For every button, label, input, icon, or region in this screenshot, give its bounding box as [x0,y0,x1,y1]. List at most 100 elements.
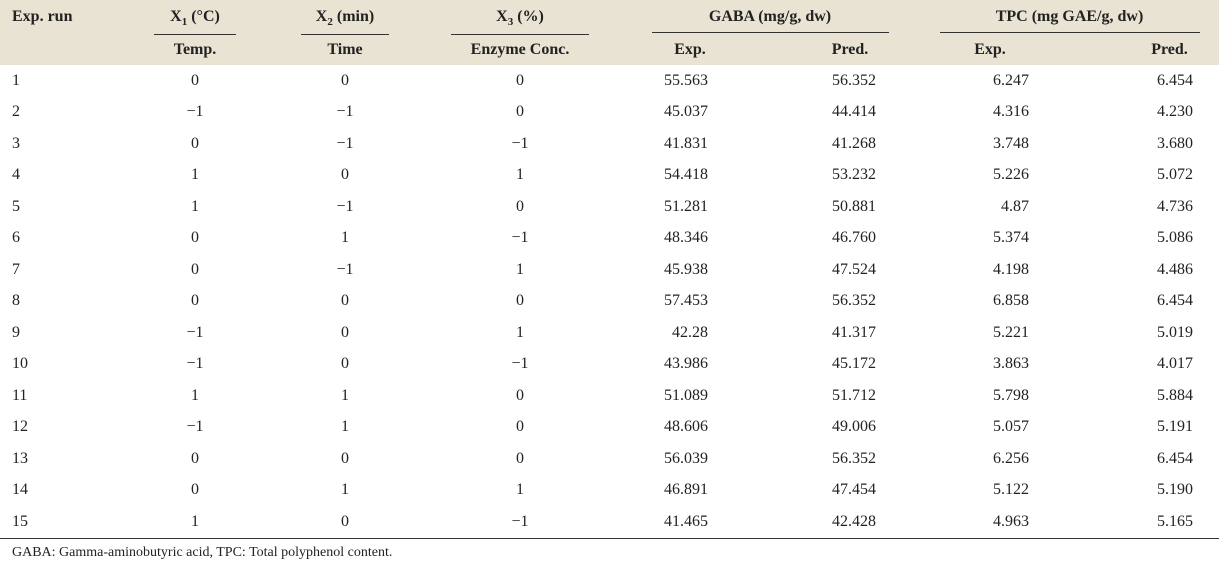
table-cell: 5.191 [1157,418,1193,436]
table-cell: 41.465 [620,506,770,539]
table-cell: 6 [12,229,20,247]
table-cell: 5.122 [993,481,1029,499]
table-cell: −1 [511,355,529,373]
table-cell: 3.680 [1157,134,1193,152]
column-subheader: Time [327,41,363,59]
table-cell: 6.858 [993,292,1029,310]
table-cell: −1 [511,134,529,152]
group-title: X1 (°C) [154,8,236,36]
table-cell: 54.418 [664,166,708,184]
footnote: GABA: Gamma-aminobutyric acid, TPC: Tota… [12,544,393,560]
table-cell: 5.086 [1157,229,1193,247]
table-cell: 50.881 [832,197,876,215]
column-header: X3 (%) [420,0,620,36]
table-cell: 1 [191,386,199,404]
data-table: Exp. run X1 (°C) X2 (min) X3 (%) GABA (mg/g, dw… [0,0,1219,539]
table-cell: 41.831 [664,134,708,152]
column-header: Exp. run [12,8,73,25]
table-cell: 5.374 [993,229,1029,247]
table-cell: 11 [12,386,28,404]
table-cell: 5.072 [1157,166,1193,184]
variable-symbol: X [496,8,508,25]
table-cell: 0 [341,166,349,184]
header-row: Temp. Time Enzyme Conc. Exp. Pred. Exp. Pred. [0,35,1219,66]
column-header: X1 (°C) [120,0,270,36]
table-cell: 47.454 [832,481,876,499]
table-cell: 5.057 [993,418,1029,436]
table-cell: 0 [270,506,420,539]
table-cell: 6.454 [1157,292,1193,310]
table-cell: −1 [420,506,620,539]
table-cell: 1 [516,166,524,184]
table-cell: 48.606 [664,418,708,436]
table-cell: 9 [12,323,20,341]
table-cell: 0 [341,449,349,467]
table-cell: 0 [516,292,524,310]
column-subheader: Temp. [173,41,217,59]
table-cell: 56.039 [664,449,708,467]
table-cell: 14 [12,481,28,499]
table-cell: 1 [341,418,349,436]
column-subheader: Exp. [974,41,1006,59]
table-cell: 6.256 [993,449,1029,467]
table-cell: −1 [186,355,204,373]
table-cell: 1 [516,323,524,341]
table-cell: 51.089 [664,386,708,404]
variable-unit: (°C) [191,8,220,25]
column-header: TPC (mg GAE/g, dw) [920,0,1219,35]
table-cell: 5.226 [993,166,1029,184]
table-cell: 4.486 [1157,260,1193,278]
table-cell: 0 [341,292,349,310]
table-cell: 43.986 [664,355,708,373]
table-cell: 4.736 [1157,197,1193,215]
table-row: 9 −1 0 1 42.28 41.317 5.221 5.019 [0,317,1219,349]
table-cell: 47.524 [832,260,876,278]
table-cell: 3.748 [993,134,1029,152]
table-row: 10 −1 0 −1 43.986 45.172 3.863 4.017 [0,349,1219,381]
table-cell: 0 [191,292,199,310]
table-cell: 3.863 [993,355,1029,373]
variable-subscript: 2 [327,16,333,29]
table-cell: 44.414 [832,103,876,121]
table-cell: 0 [191,260,199,278]
table-row: 6 0 1 −1 48.346 46.760 5.374 5.086 [0,223,1219,255]
table-cell: 0 [516,386,524,404]
table-cell: 8 [12,292,20,310]
table-cell: 0 [516,103,524,121]
variable-symbol: X [315,8,328,25]
column-subheader: Enzyme Conc. [470,41,570,59]
table-cell: 46.891 [664,481,708,499]
table-cell: 5.019 [1157,323,1193,341]
table-cell: 48.346 [664,229,708,247]
table-cell: −1 [511,229,529,247]
table-row: 8 0 0 0 57.453 56.352 6.858 6.454 [0,286,1219,318]
table-cell: 57.453 [664,292,708,310]
table-cell: 4.230 [1157,103,1193,121]
table-cell: −1 [336,103,354,121]
table-cell: 53.232 [832,166,876,184]
column-header: X2 (min) [270,0,420,36]
table-cell: 1 [120,506,270,539]
table-cell: 1 [516,481,524,499]
table-cell: 0 [341,323,349,341]
group-title: X3 (%) [451,8,589,36]
table-cell: −1 [336,260,354,278]
table-cell: 5.165 [1080,506,1219,539]
variable-unit: (min) [336,8,375,25]
table-cell: 45.938 [664,260,708,278]
group-title: X2 (min) [301,8,389,36]
table-cell: 46.760 [832,229,876,247]
table-cell: 51.712 [832,386,876,404]
table-cell: 55.563 [664,71,708,89]
variable-symbol: X [170,8,182,25]
table-row: 13 0 0 0 56.039 56.352 6.256 6.454 [0,443,1219,475]
variable-subscript: 1 [181,16,188,29]
table-cell: 12 [12,418,28,436]
table-cell: 1 [341,386,349,404]
table-cell: 1 [191,166,199,184]
table-cell: 42.28 [672,323,708,341]
table-cell: 0 [341,71,349,89]
table-cell: 4.316 [993,103,1029,121]
table-row: 15 1 0 −1 41.465 42.428 4.963 5.165 [0,506,1219,539]
